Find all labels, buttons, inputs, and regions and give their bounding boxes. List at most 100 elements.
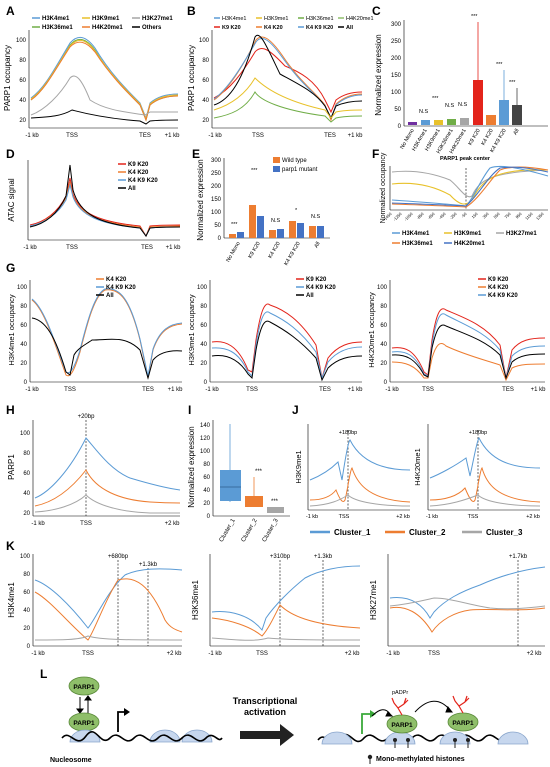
panel-e-letter: E (192, 147, 200, 161)
series-h3k9me1 (30, 39, 179, 121)
panel-g2: H3K9me1 occupancy 0 20 40 60 80 100 -1 k… (187, 277, 363, 393)
series-k4k9k20 (213, 38, 363, 120)
panel-k3-ylabel: H3K27me1 (369, 579, 378, 620)
panel-a: A PARP1 occupancy 100 80 60 40 20 -1 kb … (3, 4, 180, 139)
tick-x: TSS (82, 651, 94, 657)
sig-label: *** (432, 96, 439, 102)
series-cluster3 (429, 494, 541, 507)
tick-x: 550 (492, 211, 501, 220)
legend-item: K4 K9 K20 (306, 285, 336, 291)
series-k9k20 (213, 48, 363, 114)
tick-y: 120 (200, 436, 211, 442)
legend-item: H3K27me1 (142, 16, 173, 22)
parp1-node-bottom: PARP1 (68, 712, 100, 732)
tick-y: 60 (19, 78, 26, 84)
tick-y: 100 (17, 285, 28, 291)
tick-x: TES (142, 387, 154, 393)
tick-y: 150 (211, 197, 222, 203)
series-cluster2 (211, 604, 361, 637)
category-label: K4 K20 (268, 241, 282, 260)
padpr-label: pADPr (392, 690, 408, 696)
box-wt-no-mono (229, 234, 236, 238)
series-all (213, 34, 363, 120)
tick-x: +2 kb (527, 651, 543, 657)
panel-h: H PARP1 100 80 60 40 20 +20bp -1 kb TSS … (6, 403, 180, 527)
panel-l: L PARP1 PARP1 Nucleosome Transcripti (40, 667, 529, 764)
tick-y: 100 (377, 285, 388, 291)
legend-item: K4 K9 K20 (106, 285, 136, 291)
box-cluster2 (245, 496, 263, 507)
tick-x: -1250 (392, 211, 403, 222)
legend-item: H3K4me1 (402, 231, 430, 237)
tick-x: TSS (339, 514, 350, 520)
legend-item: All (306, 293, 314, 299)
tick-y: 0 (24, 380, 28, 386)
legend-mono-methyl: Mono-methylated histones (367, 754, 465, 764)
tick-x: TSS (66, 245, 78, 251)
panel-a-ylabel: PARP1 occupancy (3, 45, 12, 111)
series-h3k4me1 (30, 36, 179, 120)
legend-item: K4 K9 K20 (128, 178, 158, 184)
transcription-label-2: activation (244, 707, 286, 717)
tick-x: -450 (438, 211, 448, 221)
series-k4k9k20 (31, 288, 183, 377)
tick-x: -1 kb (23, 245, 37, 251)
nucleosome-right (321, 731, 529, 745)
box-wt-all (309, 226, 316, 238)
dna-strand-left (61, 731, 223, 742)
tick-y: 140 (200, 423, 211, 429)
tick-y: 80 (20, 304, 27, 310)
tick-x: -1 kb (205, 387, 219, 393)
legend-item: H3K4me1 (222, 16, 246, 22)
panel-j2-ylabel: H4K20me1 (413, 448, 422, 486)
annotation-label: +680bp (108, 554, 129, 560)
tick-y: 100 (20, 554, 31, 560)
tick-y: 20 (19, 118, 26, 124)
box-mut-no-mono (237, 232, 244, 238)
box-cluster1 (220, 470, 241, 501)
tick-y: 100 (391, 90, 402, 96)
category-label: All (512, 128, 520, 136)
sig-label: *** (251, 168, 258, 174)
legend-item: H3K36me1 (42, 25, 73, 31)
series-cluster3 (34, 494, 180, 514)
panel-k1-ylabel: H3K4me1 (7, 582, 16, 618)
nucleosome-label: Nucleosome (50, 757, 92, 764)
panel-g2-ylabel: H3K9me1 occupancy (187, 294, 196, 366)
series-cluster3 (211, 637, 361, 641)
tick-x: TSS (80, 521, 92, 527)
tick-y: 20 (200, 361, 207, 367)
padpr-chains (391, 695, 470, 716)
legend-item: H3K9me1 (264, 16, 288, 22)
tick-x: -850 (416, 211, 426, 221)
box-mut-k9k20 (257, 216, 264, 238)
tick-y: 80 (380, 304, 387, 310)
tick-y: 200 (391, 56, 402, 62)
legend-swatch (273, 166, 280, 172)
sig-label: *** (496, 62, 503, 68)
annotation-label: +180bp (339, 430, 358, 436)
series-k9k20 (29, 177, 181, 238)
panel-g: G H3K4me1 occupancy 0 20 40 60 80 100 -1… (6, 261, 546, 393)
methyl-marks (393, 738, 470, 748)
series-cluster3 (34, 635, 183, 641)
series-k4k9k20 (391, 313, 546, 379)
legend-item: K4 K20 (488, 285, 509, 291)
panel-d-ylabel: ATAC signal (7, 178, 16, 221)
panel-b-ylabel: PARP1 occupancy (187, 45, 196, 111)
box-mut-all (317, 226, 324, 238)
panel-g-letter: G (6, 261, 15, 275)
panel-k3: H3K27me1 +1.7kb -1 kb TSS +2 kb (369, 554, 546, 657)
tick-y: 60 (20, 323, 27, 329)
category-label: Cluster_2 (241, 517, 259, 543)
series-cluster1 (389, 566, 546, 619)
tick-y: 20 (202, 118, 209, 124)
parp1-label: PARP1 (73, 720, 95, 727)
sig-label: N.S (419, 109, 429, 115)
legend-item: parp1 mutant (282, 167, 318, 173)
tick-y: 60 (202, 78, 209, 84)
panel-c: C Normalized expression 0 50 100 150 200… (372, 4, 548, 155)
panel-j: J H3K9me1 +180bp -1 kb TSS +2 kb H4K20me… (292, 403, 541, 520)
panel-k-letter: K (6, 539, 15, 553)
